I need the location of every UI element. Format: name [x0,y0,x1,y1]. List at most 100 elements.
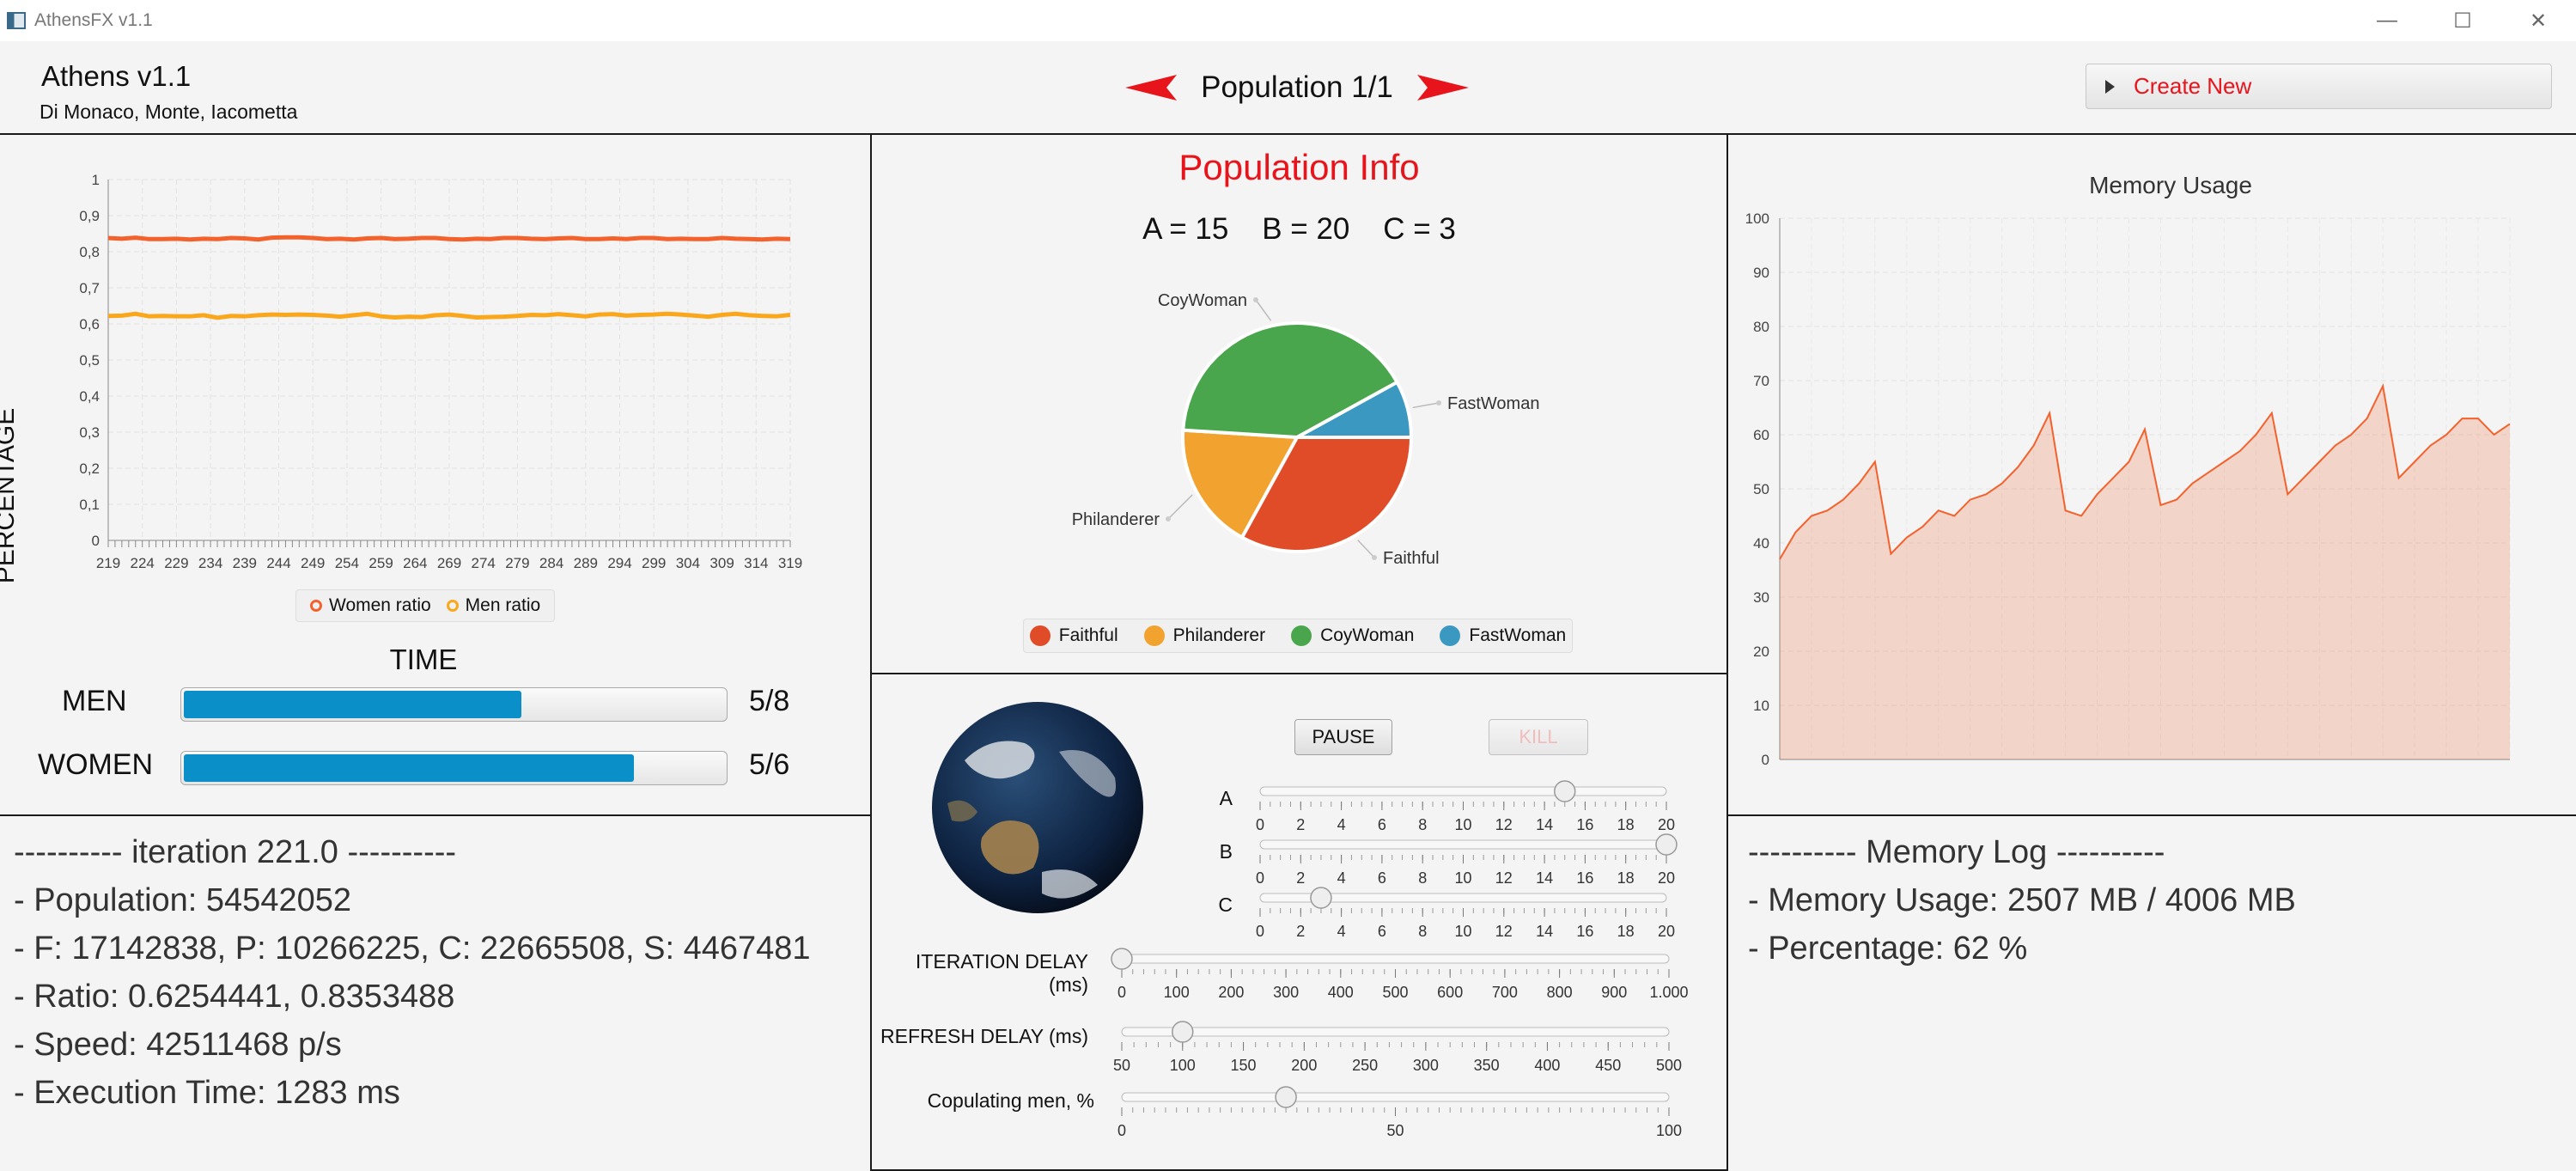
app-icon [7,12,26,29]
slider-b-tick-label: 0 [1256,869,1264,887]
iteration-delay-slider-thumb[interactable] [1111,948,1133,970]
slider-a-tick-label: 16 [1576,816,1593,833]
x-tick-label: 269 [437,555,461,571]
slider-b-tick-label: 2 [1296,869,1305,887]
pause-button[interactable]: PAUSE [1294,719,1392,755]
x-tick-label: 319 [778,555,802,571]
y-tick-label: 0,1 [79,497,100,513]
minimize-button[interactable]: — [2377,9,2397,32]
copulating-slider-track [1121,1092,1670,1102]
pie-slice-coywoman [1181,321,1400,440]
slider-c-tick-label: 2 [1296,923,1305,940]
maximize-button[interactable]: ☐ [2453,9,2472,33]
divider-right [1726,814,1728,1167]
y-tick-label: 40 [1753,535,1769,552]
x-tick-label: 314 [744,555,768,571]
y-tick-label: 10 [1753,698,1769,714]
ratio-panel: 0 0,1 0,2 0,3 0,4 0,5 0,6 0,7 0,8 0,9 1 219 224 229 23… [0,133,872,816]
legend-label-women: Women ratio [329,595,431,615]
copulating-label: Copulating men, % [927,1089,1094,1112]
y-tick-label: 20 [1753,643,1769,660]
x-tick-label: 279 [505,555,529,571]
population-pie-chart: Faithful Philanderer CoyWoman FastWoman [1072,291,1540,568]
create-new-button[interactable]: Create New [2086,64,2552,109]
faithful-swatch [1029,625,1050,646]
legend-item-philanderer: Philanderer [1143,625,1266,646]
y-tick-label: 70 [1753,373,1769,389]
red-right-arrow-icon[interactable] [1416,75,1469,101]
copulating-slider-tick-label: 0 [1117,1122,1126,1139]
slider-c-tick-label: 16 [1576,923,1593,940]
controls-panel: PAUSE KILL 0 2 4 6 8 10 12 14 16 18 20 0 2 4 6 8 10 12 14 1… [870,673,1728,1171]
memory-chart-title: Memory Usage [2089,172,2252,198]
women-ratio-swatch [310,600,322,612]
y-tick-label: 60 [1753,427,1769,443]
red-left-arrow-icon[interactable] [1125,75,1177,101]
kill-button[interactable]: KILL [1489,719,1588,755]
refresh-delay-slider-tick-label: 350 [1474,1057,1500,1074]
refresh-delay-slider-tick-label: 500 [1656,1057,1682,1074]
y-tick-label: 50 [1753,481,1769,497]
slider-c-tick-label: 18 [1617,923,1635,940]
women-progress-bar [180,751,728,785]
legend-item-men: Men ratio [446,595,540,616]
slider-b-tick-label: 10 [1454,869,1471,887]
iteration-delay-slider-tick-label: 500 [1382,984,1408,1001]
pie-label: CoyWoman [1158,291,1247,310]
x-tick-label: 304 [676,555,700,571]
app-authors: Di Monaco, Monte, Iacometta [40,101,298,123]
app-name: Athens v1.1 [41,60,192,92]
x-tick-label: 294 [607,555,631,571]
pie-legend: Faithful Philanderer CoyWoman FastWoman [1023,619,1573,653]
slider-b-tick-label: 8 [1418,869,1427,887]
slider-c-label: C [1218,893,1233,916]
y-tick-label: 0,8 [79,244,100,260]
y-tick-label: 0 [92,533,100,549]
slider-b-tick-label: 16 [1576,869,1593,887]
copulating-slider-thumb[interactable] [1275,1086,1297,1108]
x-tick-label: 299 [642,555,666,571]
slider-a-thumb[interactable] [1554,780,1576,802]
iteration-delay-slider-tick-label: 800 [1547,984,1573,1001]
legend-label: Philanderer [1172,625,1266,645]
refresh-delay-slider-track [1121,1027,1670,1037]
pie-label-dot [1372,555,1377,560]
series-line-men [107,311,791,320]
refresh-delay-slider-thumb[interactable] [1172,1021,1194,1043]
y-tick-label: 0,3 [79,424,100,441]
pie-label-leader [1255,299,1272,321]
memory-panel: Memory Usage 0 10 20 30 40 50 60 70 80 90 100 [1726,133,2576,816]
pie-label-dot [1253,297,1258,302]
divider-left [870,814,872,1167]
pie-label-leader [1167,494,1193,520]
iteration-delay-slider-tick-label: 100 [1164,984,1190,1001]
slider-a-tick-label: 18 [1617,816,1635,833]
y-tick-label: 0,7 [79,280,100,296]
men-ratio-swatch [446,600,459,612]
population-info-panel: Population Info A = 15 B = 20 C = 3 Fait… [870,133,1728,674]
slider-c-thumb[interactable] [1310,887,1332,909]
create-new-label: Create New [2134,73,2252,99]
legend-label: CoyWoman [1320,625,1415,645]
refresh-delay-slider-tick-label: 300 [1413,1057,1439,1074]
memory-log-line: - Percentage: 62 % [1748,930,2028,967]
y-tick-label: 0,2 [79,460,100,477]
x-tick-label: 264 [403,555,427,571]
earth-globe-icon [932,702,1143,913]
slider-a-tick-label: 8 [1418,816,1427,833]
men-progress-bar [180,687,728,722]
women-progress-fill [184,754,634,782]
app-header: Athens v1.1 Di Monaco, Monte, Iacometta … [0,41,2576,133]
iteration-delay-slider-tick-label: 300 [1273,984,1299,1001]
refresh-delay-slider-tick-label: 250 [1352,1057,1378,1074]
pie-slice-philanderer [1181,428,1300,540]
iteration-delay-slider-tick-label: 700 [1492,984,1518,1001]
close-button[interactable]: ✕ [2529,9,2548,33]
slider-c-tick-label: 4 [1337,923,1346,940]
population-navigator: Population 1/1 [1125,67,1469,108]
slider-b-thumb[interactable] [1655,833,1678,856]
iteration-delay-slider-tick-label: 600 [1437,984,1463,1001]
women-label: WOMEN [38,748,154,781]
pie-label: Faithful [1383,549,1440,568]
x-tick-label: 229 [164,555,188,571]
